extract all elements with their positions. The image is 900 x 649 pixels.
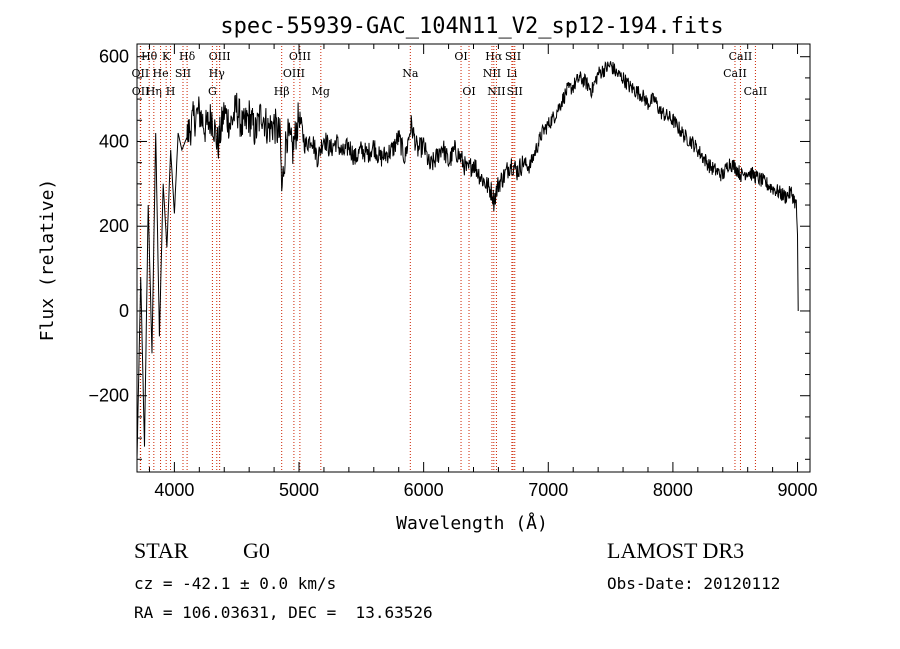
line-marker-label: Hα: [485, 50, 503, 63]
line-marker-label: Hβ: [274, 85, 290, 98]
object-subclass: G0: [243, 538, 270, 563]
line-marker-label: K: [162, 50, 171, 63]
line-marker-label: Hη: [146, 85, 162, 98]
line-marker-label: SII: [507, 85, 523, 98]
line-marker-label: G: [208, 85, 217, 98]
line-marker-label: NII: [483, 67, 501, 80]
y-axis-label: Flux (relative): [37, 179, 58, 342]
line-marker-label: Mg: [312, 85, 330, 98]
line-marker-label: Li: [506, 67, 517, 80]
axis-ticks: 4000 5000 6000 7000 8000 9000 −200 0 200 400 600: [88, 44, 818, 500]
line-marker-label: OII: [132, 85, 150, 98]
line-marker-label: OIII: [209, 50, 231, 63]
line-marker-label: Na: [402, 67, 419, 80]
line-marker-label: SII: [505, 50, 521, 63]
y-tick-label: 0: [119, 301, 129, 321]
line-marker-label: NII: [487, 85, 505, 98]
spectrum-series-line: [136, 61, 799, 460]
object-class: STAR: [134, 538, 189, 563]
line-marker-label: OI: [454, 50, 467, 63]
line-marker-label: CaII: [723, 67, 747, 80]
survey-name: LAMOST DR3: [607, 538, 745, 563]
line-marker-label: Hθ: [141, 50, 158, 63]
y-tick-label: 600: [99, 47, 129, 67]
x-tick-label: 6000: [404, 480, 444, 500]
line-marker-label: OI: [462, 85, 475, 98]
line-marker-label: OIII: [289, 50, 311, 63]
x-tick-label: 5000: [279, 480, 319, 500]
y-tick-label: 200: [99, 216, 129, 236]
x-axis-label: Wavelength (Å): [396, 512, 548, 534]
coordinates: RA = 106.03631, DEC = 13.63526: [134, 603, 433, 622]
chart-title: spec-55939-GAC_104N11_V2_sp12-194.fits: [220, 14, 723, 39]
line-marker-label: CaII: [744, 85, 768, 98]
line-marker-label: He: [153, 67, 169, 80]
line-marker-label: SII: [175, 67, 191, 80]
line-marker-label: H: [166, 85, 176, 98]
line-marker-label: Hδ: [179, 50, 196, 63]
line-marker-label: Hγ: [209, 67, 226, 80]
x-tick-label: 7000: [528, 480, 568, 500]
x-tick-label: 4000: [154, 480, 194, 500]
y-tick-label: −200: [88, 386, 129, 406]
x-tick-label: 9000: [778, 480, 818, 500]
redshift-velocity: cz = -42.1 ± 0.0 km/s: [134, 574, 337, 593]
plot-frame: [136, 43, 811, 473]
line-marker-label: CaII: [729, 50, 753, 63]
line-marker-label: OIII: [283, 67, 305, 80]
y-tick-label: 400: [99, 131, 129, 151]
x-tick-label: 8000: [653, 480, 693, 500]
observation-date: Obs-Date: 20120112: [607, 574, 781, 593]
